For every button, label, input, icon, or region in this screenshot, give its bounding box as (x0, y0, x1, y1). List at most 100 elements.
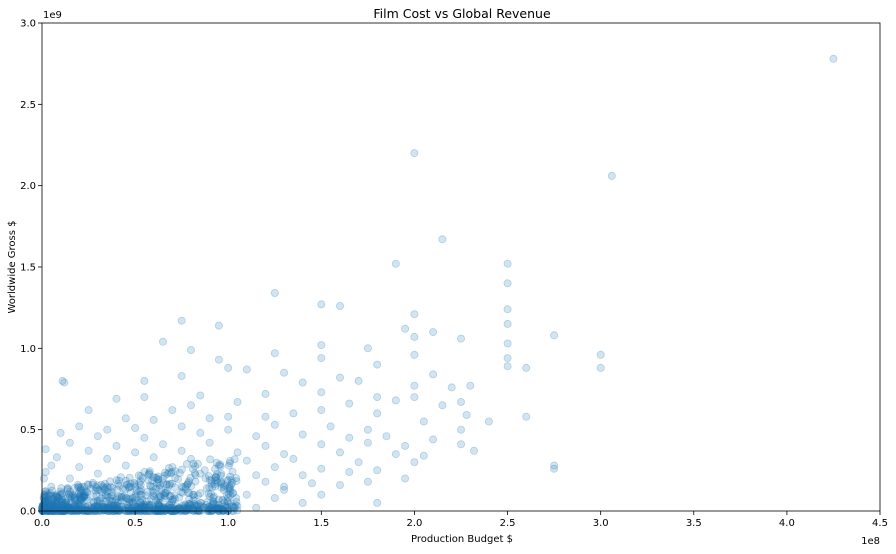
scatter-point (596, 350, 605, 359)
scatter-point (166, 504, 175, 513)
scatter-point (195, 505, 204, 514)
scatter-point (80, 491, 89, 500)
scatter-point (205, 414, 214, 423)
scatter-point (84, 480, 93, 489)
scatter-point (66, 498, 75, 507)
scatter-point (354, 458, 363, 467)
scatter-point (207, 505, 216, 514)
scatter-point (158, 337, 167, 346)
scatter-point (52, 499, 61, 508)
scatter-point (44, 497, 53, 506)
scatter-point (224, 412, 233, 421)
scatter-point (167, 498, 176, 507)
scatter-point (53, 501, 62, 510)
scatter-point (101, 491, 110, 500)
scatter-point (183, 502, 192, 511)
scatter-point (132, 506, 141, 515)
scatter-point (410, 332, 419, 341)
scatter-point (203, 504, 212, 513)
scatter-point (211, 473, 220, 482)
scatter-point (153, 479, 162, 488)
scatter-point (354, 376, 363, 385)
scatter-point (175, 493, 184, 502)
scatter-point (221, 501, 230, 510)
scatter-point (317, 300, 326, 309)
scatter-point (130, 480, 139, 489)
scatter-point (213, 504, 222, 513)
scatter-point (224, 493, 233, 502)
scatter-point (83, 480, 92, 489)
scatter-point (363, 425, 372, 434)
scatter-point (112, 501, 121, 510)
scatter-point (39, 474, 48, 483)
scatter-point (229, 502, 238, 511)
scatter-point (233, 448, 242, 457)
scatter-point (68, 498, 77, 507)
scatter-point (155, 501, 164, 510)
scatter-point (69, 504, 78, 513)
scatter-point (52, 492, 61, 501)
scatter-point (44, 496, 53, 505)
scatter-point (280, 450, 289, 459)
scatter-point (140, 376, 149, 385)
scatter-point (145, 501, 154, 510)
scatter-point (154, 478, 163, 487)
scatter-point (46, 500, 55, 509)
scatter-point (229, 488, 238, 497)
scatter-point (110, 501, 119, 510)
scatter-point (83, 488, 92, 497)
scatter-point (75, 498, 84, 507)
scatter-point (67, 494, 76, 503)
scatter-point (317, 341, 326, 350)
scatter-point (131, 496, 140, 505)
scatter-point (190, 500, 199, 509)
scatter-point (175, 469, 184, 478)
scatter-point (112, 506, 121, 515)
scatter-point (69, 491, 78, 500)
x-tick-label: 3.0 (593, 518, 609, 529)
scatter-point (157, 486, 166, 495)
scatter-point (80, 492, 89, 501)
scatter-point (154, 493, 163, 502)
scatter-point (155, 492, 164, 501)
scatter-point (193, 459, 202, 468)
scatter-point (224, 498, 233, 507)
scatter-point (43, 497, 52, 506)
scatter-point (140, 467, 149, 476)
scatter-point (214, 500, 223, 509)
scatter-point (106, 477, 115, 486)
scatter-point (111, 506, 120, 515)
scatter-point (72, 506, 81, 515)
scatter-point (156, 502, 165, 511)
scatter-point (74, 482, 83, 491)
scatter-point (185, 499, 194, 508)
scatter-point (93, 506, 102, 515)
scatter-point (216, 503, 225, 512)
scatter-point (115, 476, 124, 485)
scatter-point (52, 491, 61, 500)
scatter-point (226, 499, 235, 508)
scatter-point (145, 467, 154, 476)
scatter-point (130, 478, 139, 487)
scatter-point (59, 506, 68, 515)
scatter-point (153, 505, 162, 514)
scatter-point (53, 502, 62, 511)
scatter-point (117, 496, 126, 505)
y-tick-label: 0.5 (20, 425, 36, 436)
scatter-point (66, 487, 75, 496)
x-axis-offset-label: 1e8 (861, 536, 880, 547)
scatter-point (224, 475, 233, 484)
scatter-point (70, 501, 79, 510)
scatter-point (42, 489, 51, 498)
scatter-point (128, 499, 137, 508)
scatter-point (40, 491, 49, 500)
scatter-point (122, 480, 131, 489)
scatter-point (298, 498, 307, 507)
scatter-point (81, 491, 90, 500)
scatter-point (149, 415, 158, 424)
scatter-point (233, 502, 242, 511)
scatter-point (209, 493, 218, 502)
scatter-point (212, 458, 221, 467)
scatter-point (204, 489, 213, 498)
scatter-point (59, 501, 68, 510)
